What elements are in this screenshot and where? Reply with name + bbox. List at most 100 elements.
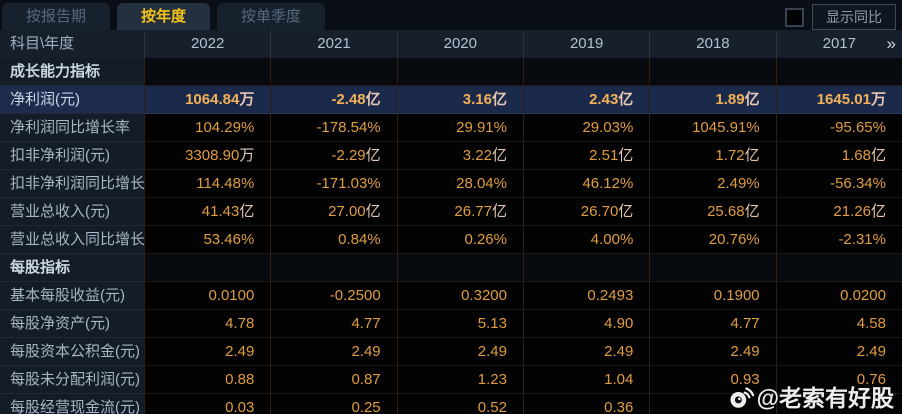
tab-by-year[interactable]: 按年度 bbox=[117, 3, 211, 30]
value-cell: 26.77亿 bbox=[396, 198, 523, 226]
value-cell: 46.12% bbox=[522, 170, 650, 198]
value-cell: 0.52 bbox=[396, 394, 523, 414]
value-cell: 0.03 bbox=[144, 394, 271, 414]
value-cell: 2.49 bbox=[396, 338, 523, 366]
value-cell bbox=[775, 254, 902, 282]
value-cell: 0.1900 bbox=[649, 282, 776, 310]
value-cell: 2.49 bbox=[649, 338, 776, 366]
tab-bar: 按报告期 按年度 按单季度 显示同比 bbox=[0, 0, 902, 30]
value-cell: -2.31% bbox=[775, 226, 902, 254]
row-label: 扣非净利润同比增长率 bbox=[0, 170, 144, 198]
year-column-header: 2020 bbox=[396, 30, 523, 58]
value-cell: 1645.01万 bbox=[775, 86, 902, 114]
section-row[interactable]: 每股指标 bbox=[0, 254, 902, 282]
table-row[interactable]: 营业总收入(元) 41.43亿 27.00亿 26.77亿 26.70亿 25.68亿 21… bbox=[0, 198, 902, 226]
value-cell: 29.03% bbox=[522, 114, 650, 142]
row-label: 每股经营现金流(元) bbox=[0, 394, 144, 414]
show-yoy-label[interactable]: 显示同比 bbox=[812, 4, 896, 30]
value-cell: -2.29亿 bbox=[270, 142, 397, 170]
more-columns-icon[interactable]: » bbox=[886, 34, 896, 53]
table-row[interactable]: 扣非净利润(元) 3308.90万 -2.29亿 3.22亿 2.51亿 1.72亿 1.6… bbox=[0, 142, 902, 170]
value-cell bbox=[270, 254, 397, 282]
value-cell: 1.72亿 bbox=[649, 142, 776, 170]
value-cell bbox=[649, 394, 776, 414]
row-label: 营业总收入(元) bbox=[0, 198, 144, 226]
value-cell: 0.3200 bbox=[396, 282, 523, 310]
value-cell: 2.49 bbox=[775, 338, 902, 366]
value-cell: 21.26亿 bbox=[775, 198, 902, 226]
value-cell: 4.78 bbox=[144, 310, 271, 338]
value-cell bbox=[649, 58, 776, 86]
value-cell: -178.54% bbox=[270, 114, 397, 142]
value-cell bbox=[270, 58, 397, 86]
table-row[interactable]: 每股经营现金流(元) 0.03 0.25 0.52 0.36 bbox=[0, 394, 902, 414]
value-cell: 4.90 bbox=[522, 310, 650, 338]
value-cell: 0.88 bbox=[144, 366, 271, 394]
row-label: 每股未分配利润(元) bbox=[0, 366, 144, 394]
table-row[interactable]: 扣非净利润同比增长率114.48%-171.03%28.04%46.12%2.4… bbox=[0, 170, 902, 198]
year-column-header: 2018 bbox=[649, 30, 775, 58]
show-yoy-checkbox[interactable] bbox=[785, 7, 804, 27]
value-cell: -95.65% bbox=[775, 114, 902, 142]
value-cell: 20.76% bbox=[649, 226, 776, 254]
value-cell: 5.13 bbox=[396, 310, 523, 338]
value-cell bbox=[775, 394, 902, 414]
row-label: 成长能力指标 bbox=[0, 58, 144, 86]
year-column-header: 2019 bbox=[522, 30, 649, 58]
row-label: 每股净资产(元) bbox=[0, 310, 144, 338]
value-cell: 0.25 bbox=[270, 394, 397, 414]
value-cell: 1.89亿 bbox=[649, 86, 776, 114]
value-cell: 1045.91% bbox=[649, 114, 776, 142]
value-cell: 4.77 bbox=[270, 310, 397, 338]
value-cell: 29.91% bbox=[396, 114, 523, 142]
table-row[interactable]: 每股净资产(元) 4.78 4.77 5.13 4.90 4.77 4.58 bbox=[0, 310, 902, 338]
table-row[interactable]: 每股未分配利润(元) 0.88 0.87 1.23 1.04 0.93 0.76 bbox=[0, 366, 902, 394]
value-cell: 25.68亿 bbox=[649, 198, 776, 226]
value-cell: 2.43亿 bbox=[522, 86, 650, 114]
value-cell: 2.49 bbox=[270, 338, 397, 366]
row-label: 基本每股收益(元) bbox=[0, 282, 144, 310]
tab-by-quarter[interactable]: 按单季度 bbox=[217, 3, 326, 30]
table-row[interactable]: 每股资本公积金(元) 2.49 2.49 2.49 2.49 2.49 2.49 bbox=[0, 338, 902, 366]
table-row[interactable]: 净利润同比增长率 104.29% -178.54% 29.91% 29.03% 1045.… bbox=[0, 114, 902, 142]
value-cell bbox=[396, 254, 523, 282]
value-cell: 41.43亿 bbox=[144, 198, 271, 226]
row-label: 净利润同比增长率 bbox=[0, 114, 144, 142]
value-cell: 1064.84万 bbox=[144, 86, 271, 114]
tab-by-report-period[interactable]: 按报告期 bbox=[2, 3, 111, 30]
table-row[interactable]: 营业总收入同比增长率53.46%0.84%0.26%4.00%20.76%-2.… bbox=[0, 226, 902, 254]
value-cell: 2.49% bbox=[649, 170, 776, 198]
value-cell: 26.70亿 bbox=[522, 198, 650, 226]
value-cell: 4.77 bbox=[649, 310, 776, 338]
value-cell: 4.00% bbox=[522, 226, 650, 254]
value-cell: -0.2500 bbox=[270, 282, 397, 310]
value-cell: 53.46% bbox=[144, 226, 271, 254]
value-cell: 28.04% bbox=[396, 170, 523, 198]
row-label: 营业总收入同比增长率 bbox=[0, 226, 144, 254]
row-label: 每股指标 bbox=[0, 254, 144, 282]
value-cell: 0.0100 bbox=[144, 282, 271, 310]
value-cell: 1.68亿 bbox=[775, 142, 902, 170]
table-row[interactable]: 净利润(元) 1064.84万 -2.48亿 3.16亿 2.43亿 1.89亿 1645.… bbox=[0, 86, 902, 114]
value-cell: 3308.90万 bbox=[144, 142, 271, 170]
value-cell: 4.58 bbox=[775, 310, 902, 338]
value-cell: 0.0200 bbox=[775, 282, 902, 310]
tab-bar-right: 显示同比 bbox=[785, 4, 902, 30]
value-cell: -171.03% bbox=[270, 170, 397, 198]
value-cell: -56.34% bbox=[775, 170, 902, 198]
value-cell bbox=[144, 254, 271, 282]
value-cell: 3.16亿 bbox=[396, 86, 523, 114]
section-row[interactable]: 成长能力指标 bbox=[0, 58, 902, 86]
table-row[interactable]: 基本每股收益(元) 0.0100 -0.2500 0.3200 0.2493 0.1900… bbox=[0, 282, 902, 310]
value-cell: 2.51亿 bbox=[522, 142, 650, 170]
value-cell: 114.48% bbox=[144, 170, 271, 198]
corner-header: 科目\年度 bbox=[10, 35, 75, 52]
value-cell: 0.2493 bbox=[522, 282, 650, 310]
year-column-header: 2022 bbox=[144, 30, 270, 58]
row-label: 每股资本公积金(元) bbox=[0, 338, 144, 366]
value-cell: 0.93 bbox=[649, 366, 776, 394]
value-cell: 0.26% bbox=[396, 226, 523, 254]
value-cell bbox=[522, 58, 650, 86]
value-cell: 3.22亿 bbox=[396, 142, 523, 170]
